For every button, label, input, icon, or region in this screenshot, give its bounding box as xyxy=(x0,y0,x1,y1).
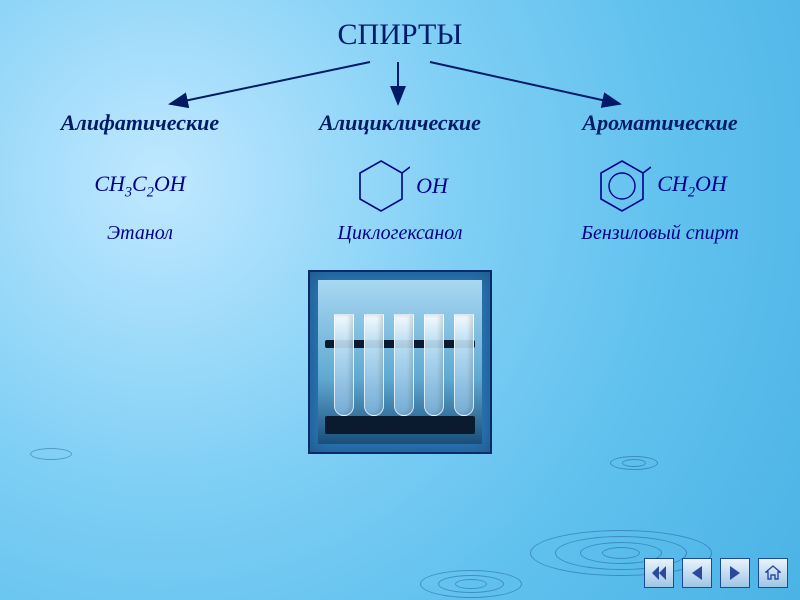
t: CH xyxy=(657,171,688,196)
formula-row: CH3C2OH OH CH2OH xyxy=(0,146,800,226)
t: 3 xyxy=(125,184,132,200)
nav-next-button[interactable] xyxy=(720,558,750,588)
test-tube xyxy=(394,314,414,416)
formula-text: CH2OH xyxy=(657,171,727,201)
nav-prev-button[interactable] xyxy=(682,558,712,588)
slide: СПИРТЫ Алифатические Алициклические Аром… xyxy=(0,0,800,600)
benzene-icon xyxy=(593,155,651,217)
left-icon xyxy=(691,566,703,580)
nav-first-button[interactable] xyxy=(644,558,674,588)
example-name: Этанол xyxy=(10,222,270,245)
home-icon xyxy=(765,565,781,581)
ripple xyxy=(622,459,646,467)
example-name: Циклогексанол xyxy=(270,222,530,245)
test-tube xyxy=(364,314,384,416)
t: 2 xyxy=(147,184,154,200)
ripple xyxy=(610,456,658,470)
t: CH xyxy=(94,171,125,196)
category-row: Алифатические Алициклические Ароматическ… xyxy=(0,110,800,136)
right-icon xyxy=(729,566,741,580)
formula-aliphatic: CH3C2OH xyxy=(10,146,270,226)
rack-base xyxy=(325,416,475,434)
formula-aromatic: CH2OH xyxy=(530,146,790,226)
double-left-icon xyxy=(651,566,667,580)
category-heading: Алициклические xyxy=(270,110,530,136)
test-tube xyxy=(454,314,474,416)
rack xyxy=(325,314,475,434)
ripple xyxy=(420,570,522,598)
ripple xyxy=(30,448,72,460)
page-title: СПИРТЫ xyxy=(0,18,800,52)
test-tubes-image xyxy=(308,270,492,454)
test-tube xyxy=(424,314,444,416)
ripple xyxy=(438,575,504,593)
formula-alicyclic: OH xyxy=(270,146,530,226)
formula-text: CH3C2OH xyxy=(94,171,185,201)
example-row: Этанол Циклогексанол Бензиловый спирт xyxy=(0,222,800,245)
hexagon-icon xyxy=(352,155,410,217)
test-tube xyxy=(334,314,354,416)
ripple xyxy=(455,579,487,589)
example-name: Бензиловый спирт xyxy=(530,222,790,245)
nav-home-button[interactable] xyxy=(758,558,788,588)
t: 2 xyxy=(688,184,695,200)
ripple xyxy=(602,547,640,559)
t: C xyxy=(132,171,147,196)
t: OH xyxy=(695,171,727,196)
image-inner xyxy=(318,280,482,444)
t: OH xyxy=(154,171,186,196)
formula-text: OH xyxy=(416,173,448,199)
category-heading: Алифатические xyxy=(10,110,270,136)
category-heading: Ароматические xyxy=(530,110,790,136)
branch-arrows xyxy=(0,60,800,110)
nav-controls xyxy=(644,558,788,588)
